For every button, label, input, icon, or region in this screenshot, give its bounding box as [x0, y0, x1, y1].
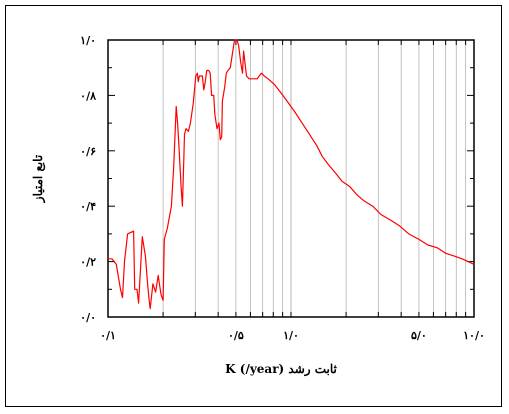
- x-tick-label: ۰/۱: [100, 329, 116, 342]
- y-tick-label: ۰/۸: [80, 89, 96, 102]
- y-tick-label: ۱/۰: [80, 34, 96, 47]
- chart-frame: ۰/۱ ۰/۵ ۱/۰ ۵/۰ ۱۰/۰ ۰/۰ ۰/۲ ۰/۴ ۰/۶ ۰/۸ ۱/۰ K (/…: [5, 5, 502, 407]
- x-tick-labels: ۰/۱ ۰/۵ ۱/۰ ۵/۰ ۱۰/۰: [100, 329, 485, 342]
- x-tick-label: ۱۰/۰: [463, 329, 485, 342]
- y-axis-title: تابع امتیاز: [31, 154, 46, 203]
- y-tick-label: ۰/۰: [80, 311, 96, 324]
- x-axis-title: K (/year) ثابت رشد: [225, 362, 337, 377]
- x-tick-label: ۰/۵: [228, 329, 244, 342]
- x-tick-label: ۱/۰: [283, 329, 299, 342]
- y-tick-labels: ۰/۰ ۰/۲ ۰/۴ ۰/۶ ۰/۸ ۱/۰: [80, 34, 96, 324]
- y-tick-label: ۰/۲: [80, 256, 96, 269]
- series-line: [108, 39, 475, 310]
- x-tick-label: ۵/۰: [411, 329, 427, 342]
- gridlines: [162, 40, 467, 317]
- y-tick-label: ۰/۶: [80, 145, 96, 158]
- score-chart: ۰/۱ ۰/۵ ۱/۰ ۵/۰ ۱۰/۰ ۰/۰ ۰/۲ ۰/۴ ۰/۶ ۰/۸ ۱/۰ K (/…: [31, 34, 485, 377]
- y-tick-label: ۰/۴: [80, 200, 96, 213]
